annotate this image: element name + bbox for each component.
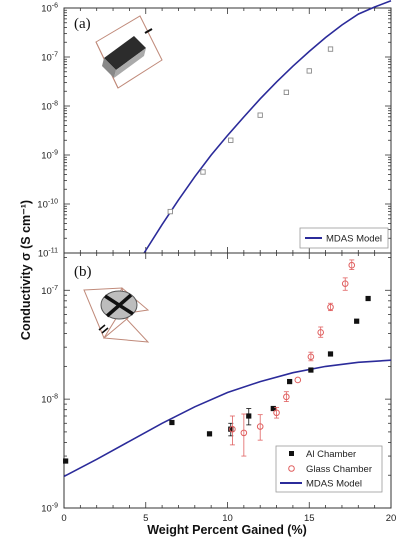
panel-b-model-curve [63,359,392,478]
data-point-glass [348,261,356,269]
x-axis-label: Weight Percent Gained (%) [147,523,307,537]
data-point-al [354,318,360,324]
x-tick-label: 15 [304,513,315,524]
panel-a: 10-6 10-7 10-8 10-9 10-10 10-11 (a) MDAS Mode… [37,0,392,260]
data-point-al [365,295,371,302]
data-point [283,89,290,95]
data-point [306,68,312,74]
data-point-glass [256,423,264,430]
x-tick-label: 0 [61,513,66,524]
y-tick-label: 10-6 [41,3,58,15]
model-line [63,359,392,478]
data-point-al [327,351,334,357]
data-point-al [308,367,314,373]
data-point-glass [317,329,324,336]
legend-b-model: MDAS Model [306,479,362,490]
sample-bar-sketch-icon [95,15,163,89]
data-point-glass [327,303,334,311]
data-point-al [287,378,293,385]
y-tick-label: 10-10 [37,199,58,211]
data-point-al [228,426,234,432]
data-point-glass [294,376,302,384]
y-tick-label: 10-8 [41,394,58,406]
panel-a-data-points [167,46,334,215]
data-point-glass [307,353,315,361]
y-tick-label: 10-9 [41,150,58,162]
cross-sample-sketch-icon [83,287,150,343]
panel-b-legend: Al Chamber Glass Chamber MDAS Model [275,445,383,493]
legend-b-al: Al Chamber [306,449,356,460]
x-tick-label: 20 [386,513,397,524]
panel-a-label: (a) [74,16,91,32]
data-point-al [63,458,69,464]
panel-b-label: (b) [74,264,92,280]
panel-a-ticks [63,7,392,254]
data-point [257,112,263,118]
panel-a-y-tick-labels: 10-6 10-7 10-8 10-9 10-10 10-11 [37,3,58,260]
panel-b-ticks [63,253,392,509]
y-axis-label: Conductivity σ (S cm⁻¹) [19,200,33,340]
legend-b-glass: Glass Chamber [306,464,372,475]
data-point [200,169,206,175]
data-point-al [270,405,276,412]
data-point-al [206,431,213,437]
data-point-glass [283,393,290,401]
y-tick-label: 10-9 [41,503,58,515]
panel-b: 10-7 10-8 10-9 0 5 10 15 20 (b) Al Chamber Gla… [41,252,396,524]
panel-a-model-curve [143,0,392,254]
y-tick-label: 10-8 [41,101,58,113]
data-point [167,208,173,215]
model-line [143,0,392,254]
x-tick-label: 10 [222,513,233,524]
data-point-glass [229,425,236,433]
legend-a-model: MDAS Model [326,234,382,245]
data-point-glass [240,429,248,437]
panel-a-frame [63,7,392,254]
panel-b-data-points [63,259,371,464]
y-tick-label: 10-11 [38,248,58,260]
x-tick-label: 5 [143,513,148,524]
y-tick-label: 10-7 [41,285,58,297]
panel-b-x-tick-labels: 0 5 10 15 20 [61,513,396,524]
panel-b-y-tick-labels: 10-7 10-8 10-9 [41,285,58,515]
data-point-al [246,413,252,419]
data-point [228,137,234,143]
y-tick-label: 10-7 [41,52,58,64]
data-point-al [169,419,175,426]
panel-a-legend: MDAS Model [299,227,389,249]
data-point-glass [273,409,280,417]
data-point-glass [341,280,349,287]
data-point [327,46,334,52]
